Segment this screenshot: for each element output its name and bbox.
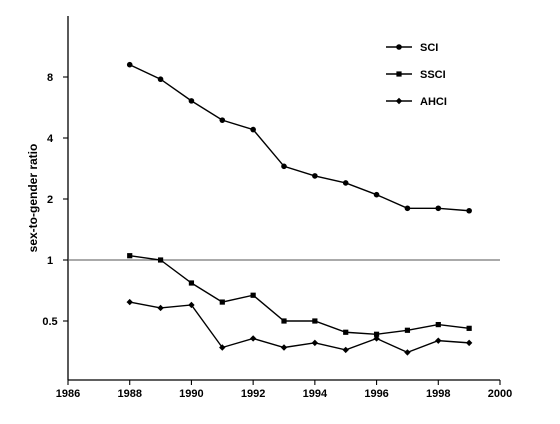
x-tick-label-1998: 1998	[426, 388, 450, 400]
legend-label: SSCI	[420, 69, 446, 81]
data-point-ssci-1997	[404, 327, 411, 333]
data-point-ahci-1996	[373, 335, 380, 342]
data-point-ahci-1999	[465, 339, 473, 347]
data-point-sci-1999	[466, 207, 472, 214]
data-point-ssci-1990	[188, 280, 195, 286]
data-point-ahci-1997	[404, 349, 411, 356]
data-point-ahci-1988	[126, 298, 133, 306]
data-point-ahci-1990	[188, 301, 195, 309]
data-point-ssci-1988	[127, 253, 133, 259]
data-point-ahci-1995	[342, 346, 349, 354]
data-point-sci-1989	[157, 76, 164, 83]
legend-label: SCI	[420, 42, 438, 54]
legend-swatch-marker	[395, 97, 403, 105]
y-tick-label-4: 4	[47, 133, 54, 145]
data-point-ssci-1993	[281, 318, 287, 324]
legend-swatch-marker	[396, 71, 402, 77]
series-ahci	[126, 298, 473, 356]
x-tick-label-1986: 1986	[56, 388, 80, 400]
data-point-ssci-1996	[373, 331, 380, 337]
y-tick-label-2: 2	[47, 194, 53, 206]
data-point-ssci-1995	[343, 329, 349, 335]
data-point-sci-1993	[281, 163, 287, 170]
legend-swatch-marker	[396, 44, 402, 50]
data-point-sci-1991	[219, 117, 226, 123]
x-tick-label-1990: 1990	[179, 388, 203, 400]
series-ssci	[127, 253, 472, 337]
legend-item-ahci: AHCI	[386, 96, 447, 108]
data-point-sci-1988	[126, 61, 133, 68]
data-point-sci-1990	[188, 98, 195, 104]
data-point-ahci-1998	[435, 337, 442, 344]
x-tick-label-1996: 1996	[364, 388, 388, 400]
data-point-sci-1997	[404, 205, 411, 212]
data-point-sci-1996	[373, 191, 380, 198]
y-tick-label-1: 1	[47, 255, 53, 267]
data-point-ssci-1998	[435, 321, 441, 328]
series-line-sci	[129, 64, 470, 212]
series-line-ssci	[129, 255, 470, 335]
data-point-ssci-1992	[250, 292, 256, 298]
x-tick-label-1988: 1988	[117, 388, 141, 400]
legend-label: AHCI	[420, 96, 447, 108]
x-tick-label-1992: 1992	[241, 388, 265, 400]
data-point-ssci-1991	[219, 299, 225, 305]
data-point-ahci-1994	[311, 339, 319, 347]
data-point-ahci-1992	[249, 335, 257, 342]
y-axis-title: sex-to-gender ratio	[26, 144, 40, 253]
x-tick-label-2000: 2000	[488, 388, 512, 400]
data-point-sci-1995	[342, 180, 349, 186]
data-point-ssci-1994	[312, 318, 318, 324]
legend-item-ssci: SSCI	[386, 69, 446, 81]
data-point-ssci-1989	[157, 257, 164, 263]
data-point-sci-1994	[312, 173, 318, 179]
series-sci	[126, 61, 472, 214]
y-tick-label-8: 8	[47, 72, 53, 84]
x-tick-label-1994: 1994	[303, 388, 328, 400]
data-point-sci-1998	[435, 205, 442, 212]
data-point-ssci-1999	[466, 325, 472, 331]
y-tick-label-0.5: 0.5	[42, 316, 57, 328]
data-point-ahci-1989	[157, 304, 164, 312]
data-point-ahci-1991	[219, 344, 226, 351]
data-point-sci-1992	[250, 126, 256, 133]
data-point-ahci-1993	[280, 344, 288, 351]
legend-item-sci: SCI	[386, 42, 438, 54]
series-line-ahci	[129, 301, 470, 354]
